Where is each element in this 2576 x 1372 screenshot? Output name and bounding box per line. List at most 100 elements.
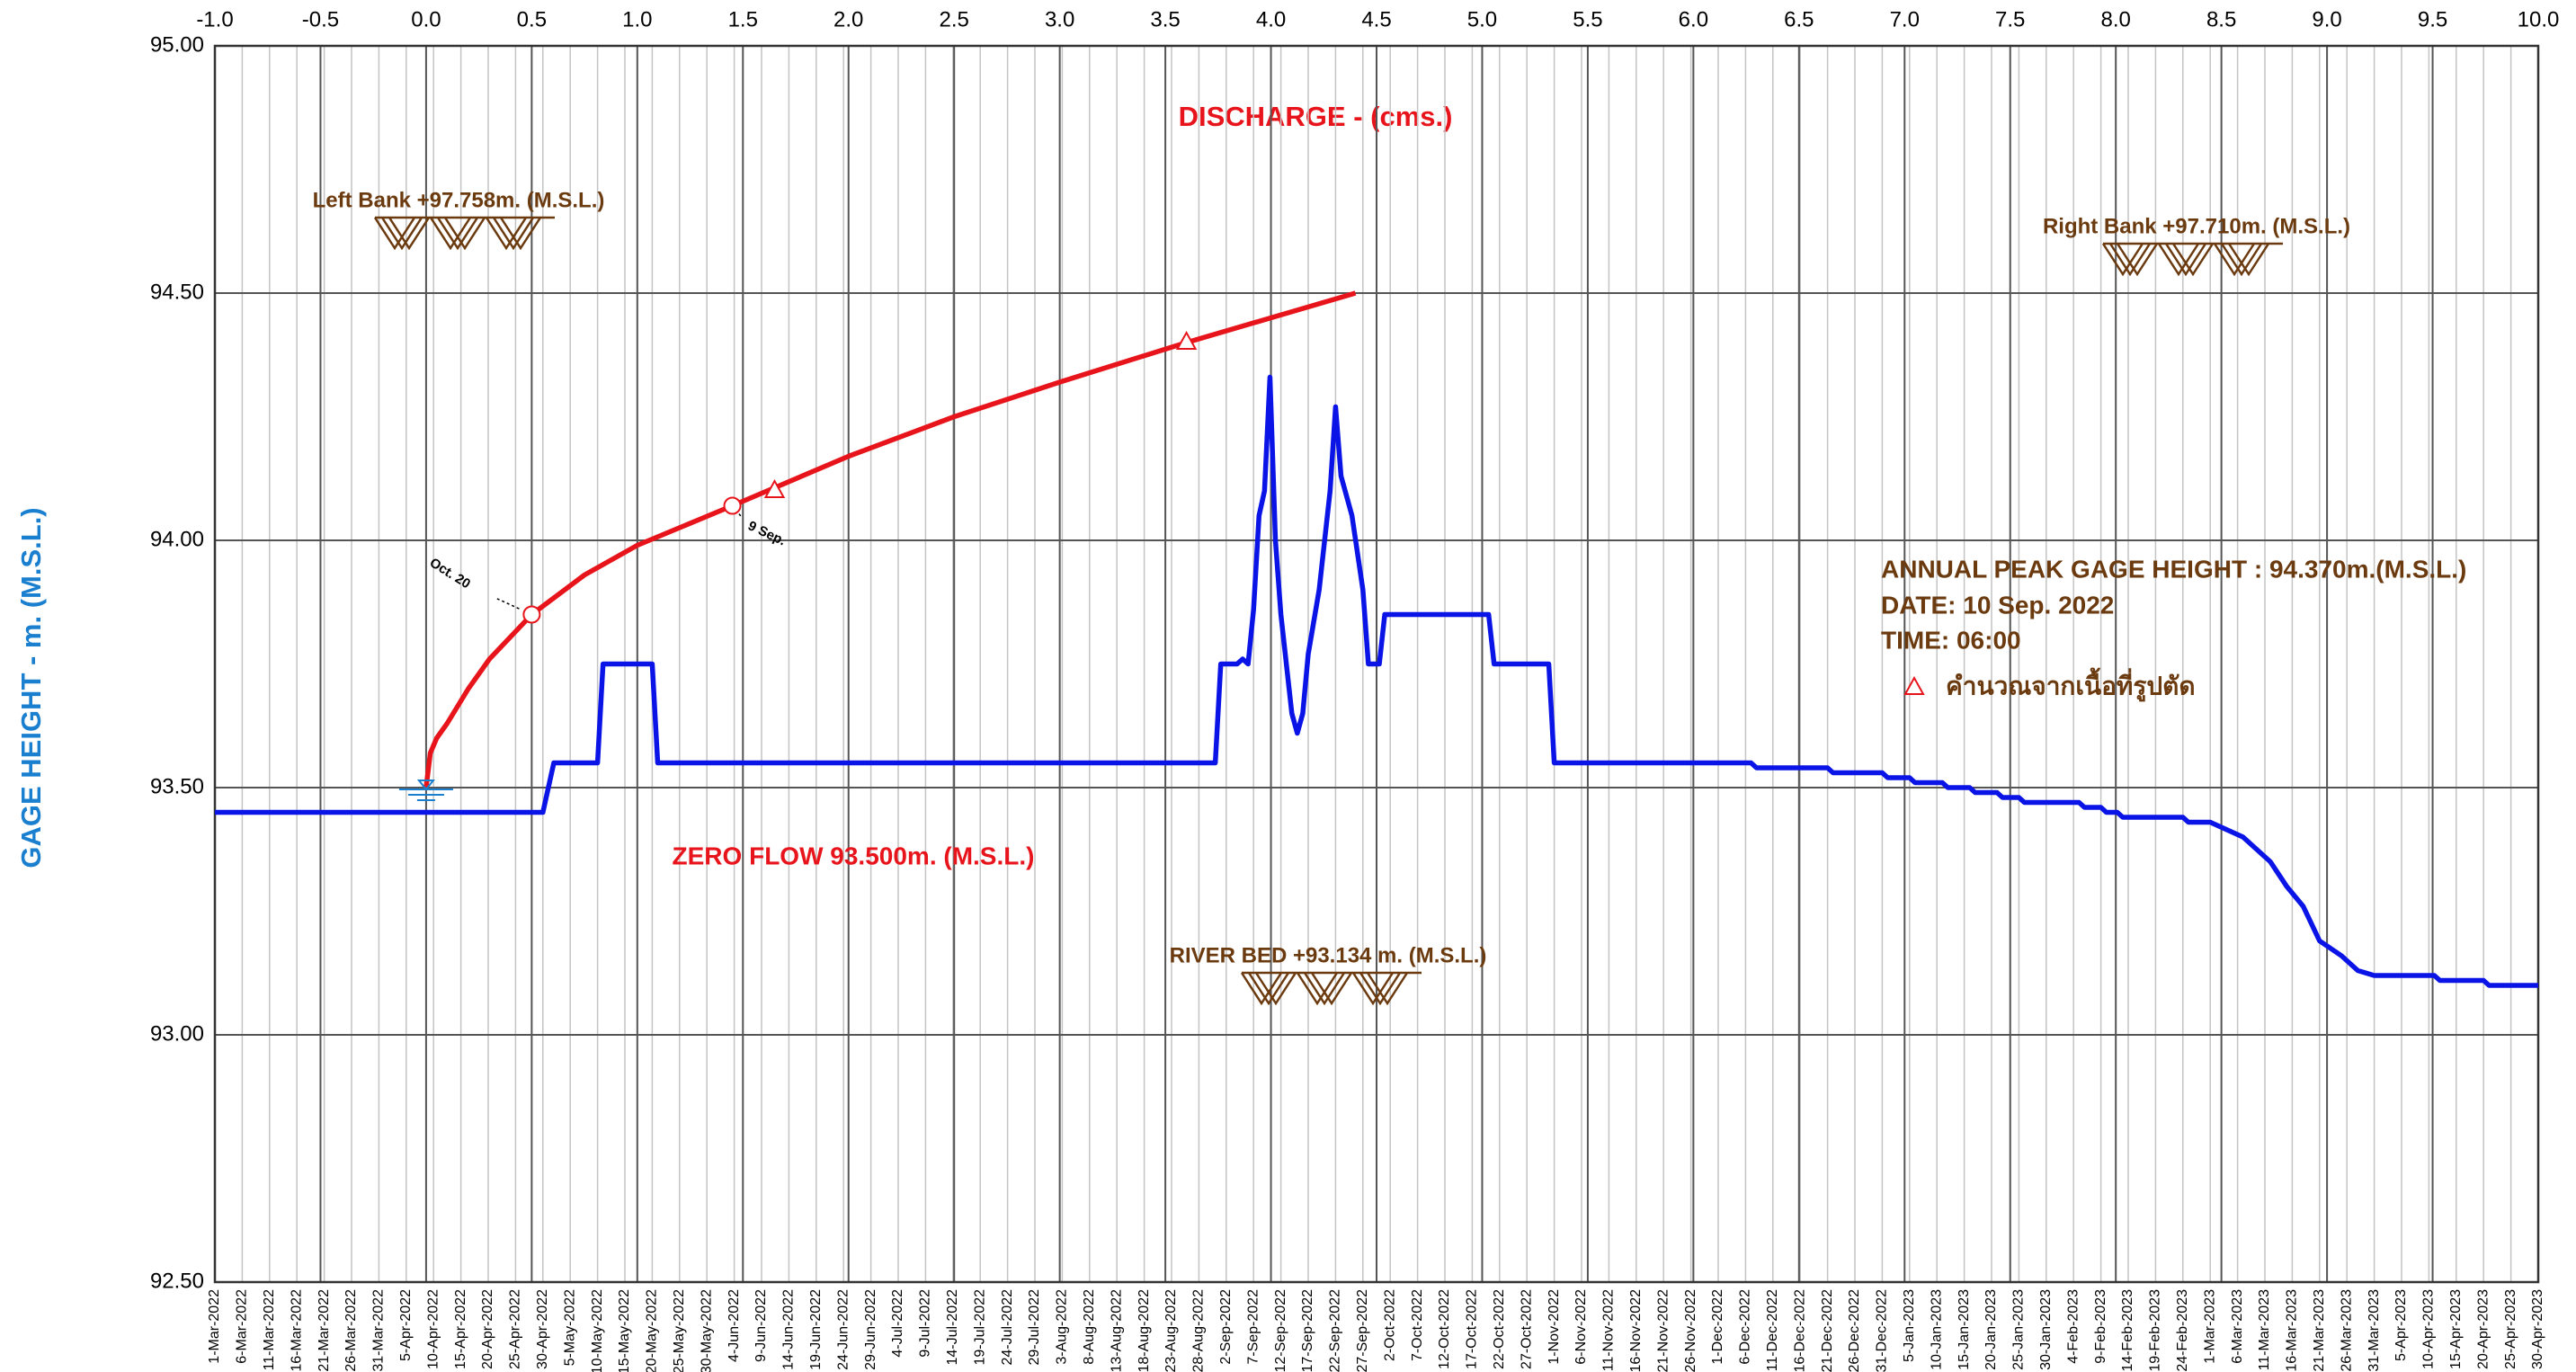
x2-tick-label: 21-Dec-2022 <box>1820 1289 1835 1372</box>
x2-tick-label: 15-May-2022 <box>617 1289 632 1372</box>
x2-tick-label: 5-Apr-2022 <box>398 1289 414 1361</box>
x2-tick-label: 15-Apr-2023 <box>2448 1289 2464 1369</box>
x-tick-label: 10.0 <box>2518 7 2560 31</box>
y-tick-label: 93.00 <box>150 1021 204 1046</box>
x-tick-label: 5.0 <box>1467 7 1497 31</box>
x2-tick-label: 11-Mar-2022 <box>262 1289 277 1371</box>
annotation: TIME: 06:00 <box>1881 626 2021 654</box>
x2-tick-label: 12-Oct-2022 <box>1437 1289 1452 1369</box>
triangle-marker <box>1175 330 1198 350</box>
x2-tick-label: 3-Aug-2022 <box>1055 1289 1070 1365</box>
x-tick-label: 7.0 <box>1890 7 1920 31</box>
bank-symbol <box>2101 242 2283 277</box>
x-tick-label: 2.5 <box>939 7 968 31</box>
bank-symbol <box>373 216 555 251</box>
x2-tick-label: 9-Jun-2022 <box>753 1289 769 1362</box>
x2-tick-label: 27-Sep-2022 <box>1355 1289 1370 1372</box>
x2-tick-label: 9-Jul-2022 <box>918 1289 933 1358</box>
legend-label: คำนวณจากเนื้อที่รูปตัด <box>1946 666 2196 701</box>
x2-tick-label: 24-Feb-2023 <box>2175 1289 2190 1372</box>
x2-tick-label: 4-Feb-2023 <box>2065 1289 2081 1364</box>
x2-tick-label: 17-Sep-2022 <box>1300 1289 1315 1372</box>
x-tick-label: 8.0 <box>2100 7 2130 31</box>
x2-tick-label: 17-Oct-2022 <box>1465 1289 1480 1369</box>
label-leader <box>496 598 520 610</box>
water-triangle <box>416 780 435 791</box>
water-level-symbol <box>398 780 453 801</box>
triangle-marker <box>763 478 786 498</box>
annotation: ZERO FLOW 93.500m. (M.S.L.) <box>673 842 1035 869</box>
x2-tick-label: 29-Jun-2022 <box>863 1289 878 1370</box>
x2-tick-label: 22-Sep-2022 <box>1328 1289 1343 1372</box>
x2-tick-label: 19-Jul-2022 <box>972 1289 987 1366</box>
y-tick-label: 94.50 <box>150 280 204 304</box>
x2-tick-label: 20-May-2022 <box>645 1289 660 1372</box>
bank-hatch <box>2101 242 2283 277</box>
x2-tick-label: 1-Mar-2022 <box>207 1289 222 1364</box>
series-line <box>423 290 1357 788</box>
x-tick-label: -0.5 <box>302 7 339 31</box>
x2-tick-label: 2-Sep-2022 <box>1218 1289 1234 1365</box>
x-tick-label: -1.0 <box>196 7 233 31</box>
x-tick-label: 4.5 <box>1361 7 1391 31</box>
bank-hatch <box>1240 971 1422 1006</box>
x2-tick-label: 16-Nov-2022 <box>1628 1289 1644 1372</box>
x2-tick-label: 6-Mar-2022 <box>235 1289 250 1364</box>
x2-tick-label: 10-May-2022 <box>590 1289 605 1372</box>
x2-tick-label: 10-Jan-2023 <box>1929 1289 1944 1370</box>
x2-tick-label: 26-Mar-2023 <box>2339 1289 2354 1372</box>
x2-tick-label: 2-Oct-2022 <box>1382 1289 1397 1361</box>
x2-tick-label: 13-Aug-2022 <box>1109 1289 1124 1372</box>
legend-marker <box>1903 675 1925 695</box>
x2-tick-label: 5-Apr-2023 <box>2393 1289 2409 1361</box>
x2-tick-label: 19-Jun-2022 <box>808 1289 824 1370</box>
x-tick-label: 9.0 <box>2312 7 2341 31</box>
x2-tick-label: 20-Jan-2023 <box>1983 1289 1999 1370</box>
x-axis-title: DISCHARGE - (cms.) <box>1179 101 1453 132</box>
x2-tick-label: 8-Aug-2022 <box>1082 1289 1097 1365</box>
x2-tick-label: 20-Apr-2023 <box>2475 1289 2491 1369</box>
x2-tick-label: 22-Oct-2022 <box>1492 1289 1507 1369</box>
x2-tick-label: 1-Nov-2022 <box>1546 1289 1562 1365</box>
x-tick-label: 1.0 <box>622 7 652 31</box>
x2-tick-label: 31-Mar-2023 <box>2367 1289 2382 1372</box>
plot-frame <box>213 44 2540 1284</box>
x-tick-label: 2.0 <box>833 7 863 31</box>
x2-tick-label: 30-Jan-2023 <box>2038 1289 2054 1370</box>
x2-tick-label: 11-Nov-2022 <box>1601 1289 1617 1371</box>
x2-tick-label: 26-Dec-2022 <box>1847 1289 1862 1372</box>
x2-tick-label: 11-Dec-2022 <box>1765 1289 1780 1371</box>
annotation: Left Bank +97.758m. (M.S.L.) <box>313 188 605 212</box>
x2-tick-label: 24-Jun-2022 <box>835 1289 851 1370</box>
x-tick-label: 7.5 <box>1995 7 2025 31</box>
x2-tick-label: 20-Apr-2022 <box>480 1289 495 1369</box>
series-line <box>215 374 2538 988</box>
x2-tick-label: 5-May-2022 <box>562 1289 577 1366</box>
x2-tick-label: 28-Aug-2022 <box>1191 1289 1207 1372</box>
x-tick-label: 8.5 <box>2206 7 2236 31</box>
x2-tick-label: 21-Mar-2023 <box>2312 1289 2327 1372</box>
x2-tick-label: 21-Mar-2022 <box>316 1289 332 1372</box>
circle-marker <box>723 496 742 515</box>
x-tick-label: 3.0 <box>1045 7 1074 31</box>
x-tick-label: 0.0 <box>411 7 441 31</box>
annotation: ANNUAL PEAK GAGE HEIGHT : 94.370m.(M.S.L… <box>1881 555 2466 583</box>
y-axis-title: GAGE HEIGHT - m. (M.S.L.) <box>15 507 47 868</box>
x2-tick-label: 29-Jul-2022 <box>1027 1289 1042 1366</box>
x2-tick-label: 23-Aug-2022 <box>1163 1289 1179 1372</box>
y-tick-label: 95.00 <box>150 32 204 57</box>
x2-tick-label: 16-Mar-2022 <box>289 1289 304 1372</box>
x2-tick-label: 26-Mar-2022 <box>343 1289 359 1372</box>
x2-tick-label: 30-Apr-2023 <box>2530 1289 2545 1369</box>
x-tick-label: 6.0 <box>1679 7 1708 31</box>
x2-tick-label: 7-Sep-2022 <box>1245 1289 1261 1365</box>
bank-symbol <box>1240 971 1422 1006</box>
x2-tick-label: 15-Jan-2023 <box>1957 1289 1972 1370</box>
x2-tick-label: 31-Dec-2022 <box>1875 1289 1890 1372</box>
y-tick-label: 94.00 <box>150 527 204 551</box>
x2-tick-label: 14-Jul-2022 <box>945 1289 960 1366</box>
x-tick-label: 0.5 <box>517 7 547 31</box>
x2-tick-label: 16-Dec-2022 <box>1792 1289 1807 1372</box>
x2-tick-label: 10-Apr-2022 <box>425 1289 441 1369</box>
x-tick-label: 3.5 <box>1150 7 1180 31</box>
